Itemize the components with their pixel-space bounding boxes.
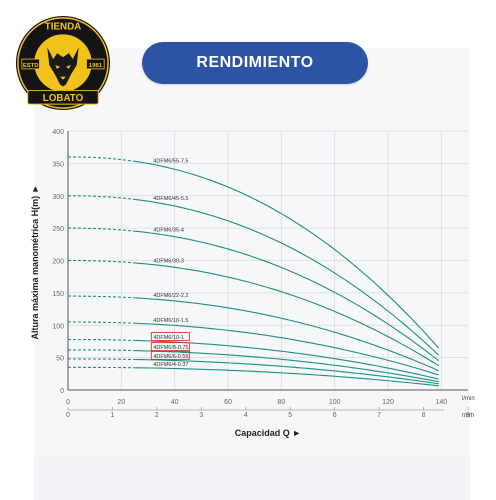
curve-dashed-6 [68,321,135,324]
series-label: 4DFM6/45-5.5 [153,196,188,202]
curve-1 [134,160,440,349]
curve-dashed-10 [68,366,135,369]
logo-top-text: TIENDA [45,22,81,33]
curve-8 [134,350,439,383]
x-tick-label-primary: 40 [171,399,179,406]
y-tick-label: 50 [56,356,64,363]
y-tick-label: 300 [52,194,64,201]
series-label-highlight [150,342,190,352]
chart-grid [67,130,468,391]
curve-dashed-1 [68,156,135,162]
logo-right-text: 1981 [89,63,103,69]
y-tick-label: 350 [52,161,64,168]
curve-dashed-8 [68,349,135,352]
logo-left-text: ESTD [23,63,39,69]
series-label: 4DFM6/22-2.2 [153,293,188,299]
x-tick-label-secondary: 0 [66,412,70,419]
rendimiento-banner: RENDIMIENTO [142,42,368,84]
x-tick-label-primary: 100 [329,399,341,406]
curve-dashed-4 [68,259,135,264]
y-tick-label: 0 [60,388,64,395]
series-label: 4DFM6/8-0.75 [153,345,188,351]
series-label: 4DFM6/16-1.5 [153,318,188,324]
curve-dashed-2 [68,195,135,200]
y-tick-label: 400 [52,129,64,136]
series-label: 4DFM6/55-7.5 [153,158,188,164]
bottom-strip [34,456,470,500]
tienda-lobato-logo: TIENDA LOBATO ESTD 1981 [15,15,111,111]
wolf-icon [47,47,79,87]
curve-dashed-7 [68,338,135,341]
curve-5 [134,297,439,372]
x-tick-label-secondary: 8 [422,412,426,419]
curve-10 [134,367,439,387]
x-tick-label-primary: 80 [277,399,285,406]
x-unit-secondary: m³/h [462,413,474,419]
chart-curves [68,156,440,387]
y-tick-label: 200 [52,259,64,266]
curve-dashed-5 [68,295,135,299]
x-axis-label: Capacidad Q ► [235,428,301,438]
curve-dashed-9 [68,358,135,361]
x-tick-label-secondary: 6 [333,412,337,419]
x-tick-label-secondary: 9 [466,412,470,419]
curve-dashed-3 [68,227,135,232]
series-label: 4DFM6/10-1 [153,335,184,341]
x-tick-label-secondary: 1 [110,412,114,419]
banner-label: RENDIMIENTO [196,54,314,71]
logo-bottom-text: LOBATO [43,93,84,104]
curve-2 [134,198,440,356]
x-tick-label-primary: 120 [382,399,394,406]
series-label: 4DFM6/6-0.55 [153,354,188,360]
series-label-highlight [150,350,190,360]
x-tick-label-secondary: 5 [288,412,292,419]
content-background [34,48,470,468]
x-tick-label-secondary: 3 [199,412,203,419]
x-tick-label-primary: 140 [435,399,447,406]
x-tick-label-primary: 20 [117,399,125,406]
series-label-highlight [150,332,190,342]
series-label: 4DFM6/35-4 [153,227,184,233]
series-label: 4DFM6/30-3 [153,259,184,265]
chart-series-labels: 4DFM6/55-7.5 4DFM6/45-5.5 4DFM6/35-4 4DFM6/… [150,158,190,368]
y-axis-label: Altura máxima manométrica H(m) ► [30,185,40,340]
x-tick-label-primary: 60 [224,399,232,406]
series-label: 4DFM6/4-0.37 [153,362,188,368]
x-tick-label-primary: 0 [66,399,70,406]
curve-6 [134,322,439,376]
curve-9 [134,358,439,385]
y-tick-label: 250 [52,226,64,233]
x-tick-label-secondary: 2 [155,412,159,419]
x-unit-primary: l/min [462,396,475,402]
x-tick-label-secondary: 7 [377,412,381,419]
curve-3 [134,230,440,362]
y-tick-label: 150 [52,291,64,298]
y-tick-label: 100 [52,323,64,330]
x-tick-label-secondary: 4 [244,412,248,419]
curve-4 [134,262,439,367]
